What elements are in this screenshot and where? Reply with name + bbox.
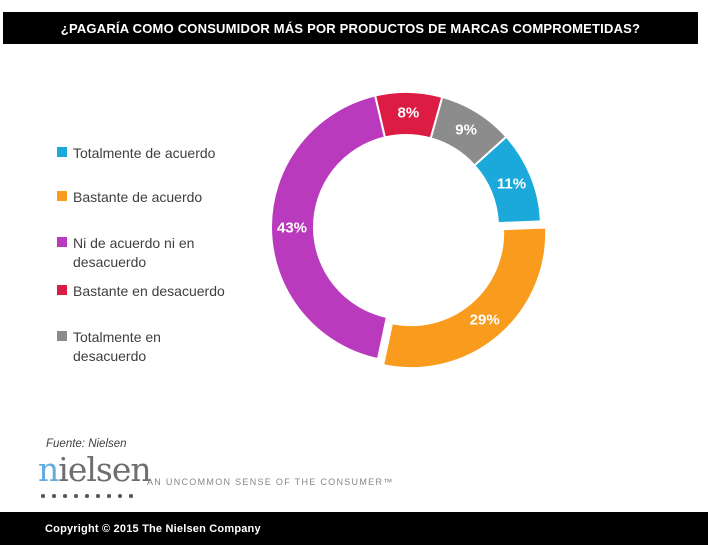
logo-dot	[52, 494, 56, 498]
donut-data-label: 9%	[455, 122, 477, 139]
logo-dot	[85, 494, 89, 498]
legend-swatch-magenta	[57, 237, 67, 247]
page-title: ¿PAGARÍA COMO CONSUMIDOR MÁS POR PRODUCT…	[60, 20, 641, 36]
nielsen-logo-dots	[41, 494, 133, 498]
donut-chart: 11% 29% 43% 8% 9%	[260, 81, 560, 381]
donut-data-label: 43%	[277, 220, 307, 237]
donut-segment	[270, 94, 389, 361]
legend-label: Bastante en desacuerdo	[73, 283, 225, 299]
legend-label: Ni de acuerdo ni en desacuerdo	[73, 235, 195, 270]
logo-dot	[74, 494, 78, 498]
logo-dot	[96, 494, 100, 498]
donut-chart-svg: 11% 29% 43% 8% 9%	[270, 91, 548, 370]
nielsen-logo-first-letter: n	[38, 450, 59, 489]
logo-dot	[129, 494, 133, 498]
donut-segment	[429, 95, 508, 167]
nielsen-tagline: AN UNCOMMON SENSE OF THE CONSUMER™	[147, 477, 394, 487]
donut-segment	[381, 226, 548, 370]
legend-swatch-orange	[57, 191, 67, 201]
legend-item-bastante-en-desacuerdo: Bastante en desacuerdo	[57, 282, 233, 301]
legend-swatch-gray	[57, 331, 67, 341]
legend-item-totalmente-de-acuerdo: Totalmente de acuerdo	[57, 144, 233, 163]
legend-label: Totalmente de acuerdo	[73, 145, 216, 161]
legend-item-ni-de-acuerdo: Ni de acuerdo ni en desacuerdo	[57, 234, 233, 272]
donut-data-label: 11%	[497, 175, 526, 192]
footer-bar: Copyright © 2015 The Nielsen Company	[0, 512, 708, 545]
nielsen-logo-rest: ielsen	[58, 450, 151, 489]
logo-dot	[118, 494, 122, 498]
title-bar: ¿PAGARÍA COMO CONSUMIDOR MÁS POR PRODUCT…	[3, 12, 698, 44]
logo-dot	[107, 494, 111, 498]
legend-swatch-blue	[57, 147, 67, 157]
nielsen-logo: nielsen	[38, 450, 152, 489]
donut-data-label: 29%	[470, 312, 500, 329]
legend-label: Bastante de acuerdo	[73, 189, 203, 205]
donut-data-label: 8%	[398, 105, 420, 122]
legend-swatch-red	[57, 285, 67, 295]
legend-item-totalmente-en-desacuerdo: Totalmente en desacuerdo	[57, 328, 233, 366]
legend-item-bastante-de-acuerdo: Bastante de acuerdo	[57, 188, 233, 207]
logo-dot	[63, 494, 67, 498]
source-note: Fuente: Nielsen	[46, 438, 127, 450]
donut-segment	[472, 135, 542, 225]
copyright-text: Copyright © 2015 The Nielsen Company	[45, 522, 261, 535]
logo-dot	[41, 494, 45, 498]
legend-label: Totalmente en desacuerdo	[73, 329, 161, 364]
